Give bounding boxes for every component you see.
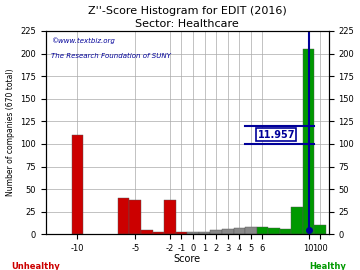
Bar xyxy=(164,200,176,234)
Bar xyxy=(72,135,83,234)
Text: 11.957: 11.957 xyxy=(257,130,295,140)
Bar xyxy=(118,198,130,234)
Bar xyxy=(234,228,245,234)
Bar xyxy=(153,232,164,234)
Text: ©www.textbiz.org: ©www.textbiz.org xyxy=(51,37,115,44)
Title: Z''-Score Histogram for EDIT (2016)
Sector: Healthcare: Z''-Score Histogram for EDIT (2016) Sect… xyxy=(88,6,287,29)
Text: The Research Foundation of SUNY: The Research Foundation of SUNY xyxy=(51,53,171,59)
Bar xyxy=(176,232,187,234)
Bar xyxy=(130,200,141,234)
Text: Unhealthy: Unhealthy xyxy=(12,262,60,270)
Bar xyxy=(291,207,303,234)
Bar xyxy=(257,227,268,234)
Bar xyxy=(245,227,257,234)
Bar xyxy=(280,229,291,234)
X-axis label: Score: Score xyxy=(174,254,201,264)
Bar xyxy=(222,229,234,234)
Bar xyxy=(187,232,199,234)
Y-axis label: Number of companies (670 total): Number of companies (670 total) xyxy=(5,69,14,197)
Bar xyxy=(268,228,280,234)
Bar xyxy=(210,230,222,234)
Bar xyxy=(141,230,153,234)
Bar xyxy=(303,49,314,234)
Bar xyxy=(199,232,210,234)
Bar xyxy=(314,225,326,234)
Text: Healthy: Healthy xyxy=(309,262,346,270)
